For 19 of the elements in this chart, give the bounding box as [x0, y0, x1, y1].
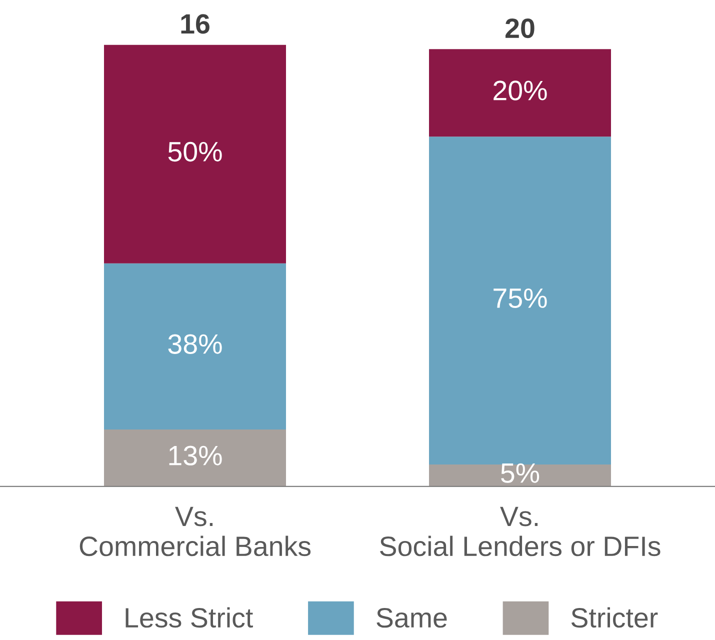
bar [104, 430, 286, 486]
data-label: 5% [501, 463, 540, 483]
annotation: 20 [506, 18, 534, 38]
x-tick-label: Vs. Social Lenders or DFIs [380, 506, 660, 556]
bar [429, 49, 611, 137]
bar [429, 464, 611, 486]
x-tick-label: Vs. Commercial Banks [80, 506, 311, 556]
data-label: 50% [168, 142, 222, 162]
legend-label: Stricter [571, 607, 658, 628]
bar [429, 136, 611, 465]
data-label: 38% [168, 334, 222, 354]
data-label: 13% [169, 446, 222, 466]
data-label: 20% [494, 80, 547, 100]
annotation: 16 [181, 14, 210, 34]
legend-label: Less Strict [126, 607, 253, 628]
data-label: 75% [494, 288, 547, 308]
bar [104, 44, 286, 264]
bar [104, 263, 286, 430]
legend-label: Same [376, 608, 447, 628]
